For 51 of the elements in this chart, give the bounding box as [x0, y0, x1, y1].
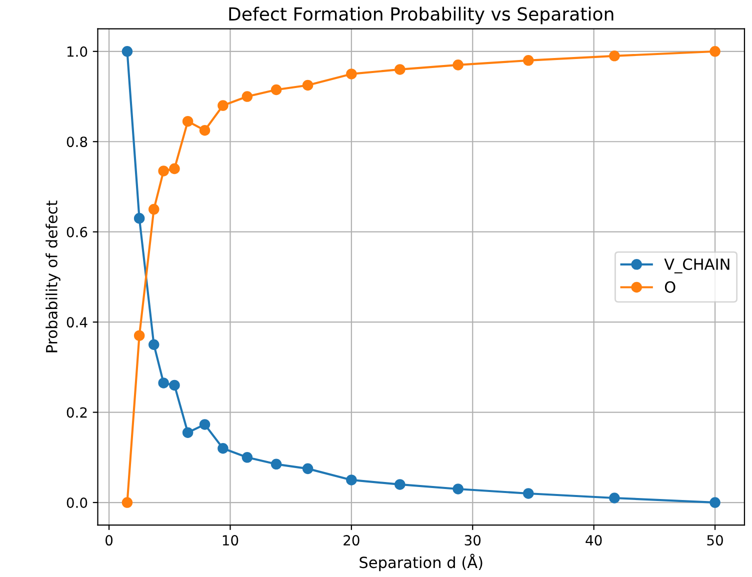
point [148, 339, 160, 350]
point [199, 419, 210, 430]
point [182, 116, 194, 127]
point [609, 50, 620, 62]
point [134, 212, 145, 224]
x-tick-label: 30 [464, 535, 481, 546]
point [158, 378, 169, 388]
y-tick-label: 0.8 [66, 136, 88, 148]
point [302, 463, 314, 474]
x-tick-label: 10 [222, 535, 238, 546]
y-tick-label: 0.4 [66, 317, 88, 328]
point [148, 204, 160, 215]
point [199, 124, 210, 136]
point [710, 497, 720, 508]
point [452, 484, 464, 494]
point [134, 330, 145, 341]
point [270, 84, 282, 96]
point [242, 91, 253, 102]
point [523, 55, 534, 66]
x-axis-title: Separation d (Å) [360, 554, 482, 572]
point [346, 474, 357, 486]
point [710, 46, 720, 57]
point [182, 427, 194, 438]
point [346, 68, 357, 80]
x-tick-label: 20 [344, 535, 360, 546]
legend-label: O [664, 281, 676, 293]
y-axis-title: Probability of defect [46, 200, 60, 352]
point [169, 163, 180, 174]
point [394, 64, 406, 75]
y-tick-label: 0.0 [66, 497, 88, 508]
y-tick-label: 0.2 [66, 407, 87, 418]
x-tick-label: 40 [586, 535, 602, 546]
point [609, 492, 620, 504]
chart-title: Defect Formation Probability vs Separation [229, 6, 614, 24]
point [394, 479, 406, 490]
legend-label: V_CHAIN [664, 258, 730, 274]
point [218, 443, 228, 454]
point [242, 452, 253, 463]
point [270, 458, 282, 470]
point [218, 100, 228, 111]
x-tick-label: 50 [707, 535, 723, 546]
point [169, 380, 180, 391]
point [122, 497, 133, 508]
point [452, 60, 464, 70]
x-tick-label: 0 [106, 535, 113, 546]
point [122, 46, 133, 57]
point [158, 166, 169, 176]
point [523, 488, 534, 499]
y-tick-label: 1.0 [67, 46, 88, 57]
point [302, 80, 314, 91]
y-tick-label: 0.6 [66, 226, 88, 238]
